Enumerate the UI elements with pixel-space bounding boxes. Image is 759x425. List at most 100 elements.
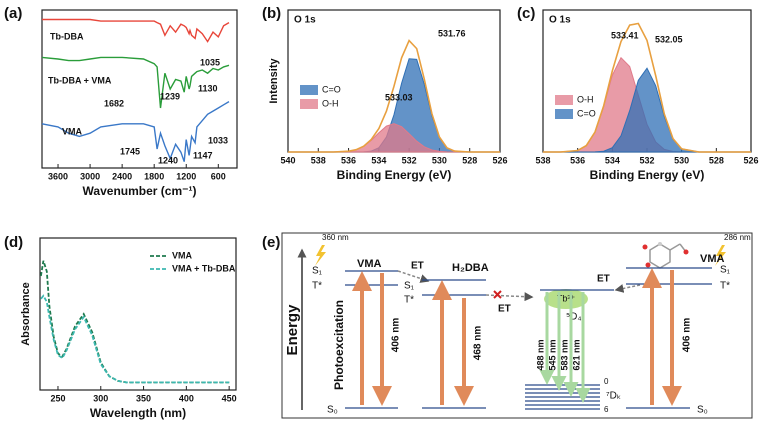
- emission-label: 583 nm: [559, 339, 569, 370]
- x-tick-label: 600: [211, 171, 226, 181]
- legend-label: VMA + Tb-DBA: [172, 263, 236, 273]
- x-tick-label: 528: [462, 155, 477, 165]
- level-label: S₁: [312, 266, 323, 277]
- plot-frame: [39, 237, 237, 391]
- peak-annotation: 533.41: [611, 30, 639, 40]
- panel-label: (e): [262, 234, 280, 251]
- et-arrow: [614, 284, 641, 293]
- x-tick-label: 2400: [112, 171, 132, 181]
- x-tick-label: 532: [402, 155, 417, 165]
- molecule-icon: [642, 242, 689, 269]
- x-tick-label: 530: [432, 155, 447, 165]
- y-axis-label: Intensity: [268, 58, 280, 104]
- legend-swatch: [555, 109, 573, 119]
- x-tick-label: 528: [709, 155, 724, 165]
- legend-swatch: [300, 85, 318, 95]
- x-tick-label: 536: [570, 155, 585, 165]
- legend-label: VMA: [172, 250, 193, 260]
- ion-name: Tb³⁺: [557, 293, 576, 303]
- level-label: ⁵D₄: [566, 312, 581, 323]
- x-axis-label: Binding Energy (eV): [337, 168, 452, 182]
- x-tick-label: 250: [50, 393, 65, 403]
- fit-envelope: [288, 39, 500, 153]
- x-tick-label: 538: [311, 155, 326, 165]
- blocked-mark: [493, 290, 502, 299]
- legend-swatch: [300, 99, 318, 109]
- legend-label: C=O: [322, 84, 341, 94]
- light-icon: [315, 245, 326, 266]
- emission-label: 488 nm: [535, 339, 545, 370]
- peak-annotation: 1239: [160, 91, 180, 101]
- et-arrow: [485, 292, 534, 302]
- molecule-name: VMA: [357, 258, 382, 270]
- level-label: S₁: [720, 265, 731, 276]
- x-tick-label: 526: [492, 155, 507, 165]
- peak-annotation: 1147: [193, 150, 213, 160]
- level-label: S₁: [404, 281, 415, 292]
- level-label: T*: [404, 295, 414, 306]
- series-label: Tb-DBA: [50, 31, 84, 41]
- legend-label: C=O: [577, 108, 596, 118]
- series-line: [41, 100, 230, 162]
- x-tick-label: 1200: [176, 171, 196, 181]
- et-arrow: [397, 270, 430, 283]
- x-axis-label: Binding Energy (eV): [590, 168, 705, 182]
- x-tick-label: 3000: [80, 171, 100, 181]
- component-peak: [288, 123, 500, 153]
- energy-diagram: (e) Energy Photoexcitation 360 nm VMA S₁…: [262, 232, 753, 419]
- level-label: S₀: [327, 405, 338, 416]
- series-line: [40, 294, 230, 384]
- x-tick-label: 350: [136, 393, 151, 403]
- x-tick-label: 534: [605, 155, 620, 165]
- emission-label: 406 nm: [391, 318, 402, 353]
- level-label: T*: [312, 281, 322, 292]
- level-label: 0: [604, 377, 609, 386]
- x-axis-label: Wavenumber (cm⁻¹): [83, 184, 197, 198]
- panel-label: (b): [262, 5, 281, 22]
- level-label: 6: [604, 405, 609, 414]
- x-tick-label: 400: [179, 393, 194, 403]
- x-tick-label: 300: [93, 393, 108, 403]
- legend-swatch: [555, 95, 573, 105]
- x-tick-label: 540: [280, 155, 295, 165]
- level-label: S₀: [697, 405, 708, 416]
- legend-label: O-H: [577, 94, 594, 104]
- series-line: [41, 56, 230, 109]
- chart-title: O 1s: [294, 15, 316, 26]
- x-tick-label: 532: [639, 155, 654, 165]
- x-tick-label: 526: [743, 155, 758, 165]
- molecule-name: VMA: [700, 253, 725, 265]
- source-label: 360 nm: [322, 233, 349, 242]
- source-label: 286 nm: [724, 233, 751, 242]
- emission-label: 468 nm: [473, 326, 484, 361]
- panel-label: (c): [517, 5, 535, 22]
- level-label: T*: [720, 281, 730, 292]
- level-label: ⁷Dₖ: [606, 391, 621, 402]
- x-tick-label: 3600: [48, 171, 68, 181]
- legend-label: O-H: [322, 98, 339, 108]
- energy-label: Energy: [284, 304, 301, 356]
- series-line: [42, 18, 230, 43]
- series-line: [40, 260, 230, 384]
- x-tick-label: 1800: [144, 171, 164, 181]
- fit-envelope: [543, 22, 751, 153]
- ion-sphere: [544, 289, 588, 309]
- plot-frame: [41, 9, 238, 169]
- et-label: ET: [498, 304, 511, 315]
- x-tick-label: 536: [341, 155, 356, 165]
- peak-annotation: 533.03: [385, 92, 413, 102]
- x-tick-label: 450: [222, 393, 237, 403]
- x-tick-label: 534: [371, 155, 386, 165]
- x-axis-label: Wavelength (nm): [90, 406, 186, 420]
- peak-annotation: 532.05: [655, 34, 683, 44]
- emission-label: 406 nm: [682, 318, 693, 353]
- peak-annotation: 1240: [158, 155, 178, 165]
- series-label: VMA: [62, 126, 83, 136]
- series-label: Tb-DBA + VMA: [48, 75, 112, 85]
- peak-annotation: 1682: [104, 98, 124, 108]
- ligand-name: H₂DBA: [452, 262, 489, 274]
- et-label: ET: [597, 274, 610, 285]
- x-tick-label: 530: [674, 155, 689, 165]
- peak-annotation: 1033: [208, 135, 228, 145]
